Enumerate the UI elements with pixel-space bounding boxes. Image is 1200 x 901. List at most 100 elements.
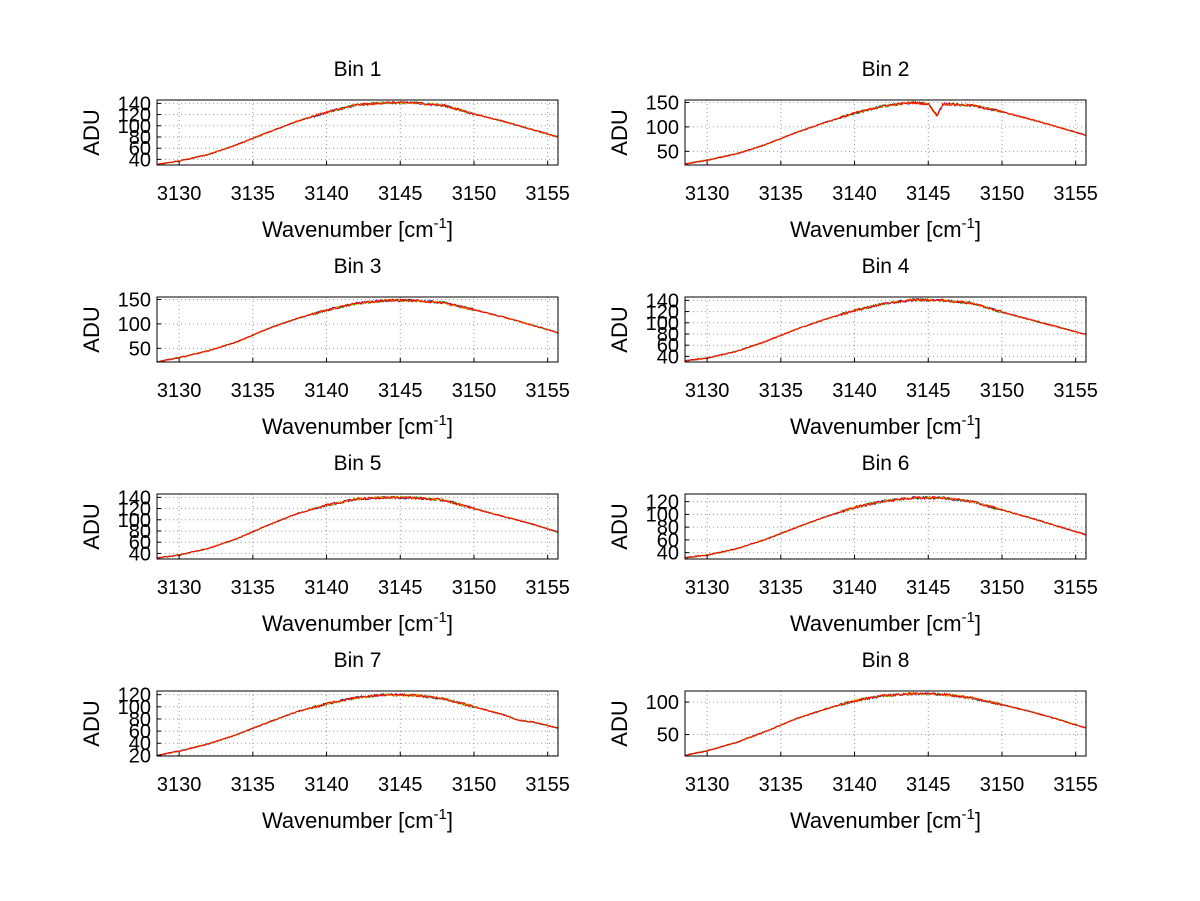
x-tick-label: 3145	[906, 577, 951, 599]
x-tick-label: 3140	[304, 183, 349, 205]
y-tick-label: 100	[118, 510, 151, 532]
x-tick-label: 3150	[452, 183, 497, 205]
x-tick-label: 3145	[378, 577, 423, 599]
y-tick-label: 100	[646, 692, 679, 714]
y-tick-label: 80	[129, 127, 151, 149]
y-tick-label: 80	[129, 709, 151, 731]
y-tick-label: 50	[657, 141, 679, 163]
series-line	[156, 495, 559, 559]
series-line	[156, 495, 559, 559]
subplot-bin-4: Bin 4 3130 3135 3140 3145 3150 3155 40608010012…	[607, 255, 1098, 439]
y-tick-label: 60	[129, 532, 151, 554]
axes-frame	[684, 296, 1087, 363]
subplot-title: Bin 2	[862, 58, 910, 81]
axes-frame	[156, 99, 559, 166]
y-tick-label: 140	[118, 487, 151, 509]
x-tick-label: 3130	[685, 577, 730, 599]
y-tick-label: 60	[657, 335, 679, 357]
subplot-title: Bin 1	[334, 58, 382, 81]
y-tick-label: 150	[646, 92, 679, 114]
subplot-title: Bin 8	[862, 649, 910, 672]
x-tick-label: 3130	[157, 577, 202, 599]
x-tick-label: 3130	[685, 183, 730, 205]
y-axis-label: ADU	[79, 109, 104, 155]
subplot-title: Bin 4	[862, 255, 910, 278]
series-line	[684, 100, 1087, 165]
x-tick-label: 3140	[832, 774, 877, 796]
x-tick-label: 3140	[304, 577, 349, 599]
y-tick-label: 80	[129, 521, 151, 543]
y-tick-label: 100	[646, 504, 679, 526]
series-line	[156, 495, 559, 559]
x-tick-label: 3150	[980, 577, 1025, 599]
series-line	[684, 297, 1087, 362]
series-line	[156, 693, 559, 757]
x-tick-label: 3155	[525, 577, 570, 599]
axes-frame	[156, 493, 559, 560]
y-tick-label: 140	[646, 290, 679, 312]
x-tick-label: 3140	[832, 380, 877, 402]
y-tick-label: 40	[129, 543, 151, 565]
series-line	[684, 100, 1086, 165]
x-tick-label: 3135	[759, 183, 804, 205]
subplot-bin-8: Bin 8 3130 3135 3140 3145 3150 3155 50 100 Wavenu…	[607, 649, 1098, 833]
y-axis-label: ADU	[79, 503, 104, 549]
subplot-title: Bin 3	[334, 255, 382, 278]
x-tick-label: 3155	[1053, 380, 1098, 402]
series-line	[157, 100, 559, 166]
x-tick-label: 3145	[378, 380, 423, 402]
x-axis-label: Wavenumber [cm-1]	[262, 215, 453, 242]
axes-frame	[156, 296, 559, 363]
x-tick-label: 3135	[231, 380, 276, 402]
x-tick-label: 3135	[231, 183, 276, 205]
series-line	[685, 101, 1087, 165]
x-axis-label: Wavenumber [cm-1]	[262, 806, 453, 833]
y-tick-label: 60	[657, 530, 679, 552]
y-tick-label: 100	[118, 697, 151, 719]
subplot-bin-7: Bin 7 3130 3135 3140 3145 3150 3155 20406080100…	[79, 649, 570, 833]
y-tick-label: 40	[129, 149, 151, 171]
series-line	[156, 692, 559, 756]
axes-frame	[156, 690, 559, 757]
series-line	[156, 298, 558, 363]
x-tick-label: 3140	[304, 774, 349, 796]
x-tick-label: 3150	[980, 183, 1025, 205]
x-axis-label: Wavenumber [cm-1]	[262, 609, 453, 636]
y-tick-label: 40	[657, 543, 679, 565]
y-tick-label: 50	[657, 725, 679, 747]
series-line	[156, 101, 559, 166]
y-tick-label: 100	[646, 117, 679, 139]
x-axis-label: Wavenumber [cm-1]	[790, 215, 981, 242]
y-tick-label: 80	[657, 324, 679, 346]
x-tick-label: 3145	[378, 774, 423, 796]
x-tick-label: 3150	[980, 774, 1025, 796]
series-line	[156, 692, 559, 756]
y-tick-label: 60	[129, 721, 151, 743]
x-tick-label: 3140	[304, 380, 349, 402]
x-tick-label: 3150	[980, 380, 1025, 402]
x-tick-label: 3155	[525, 183, 570, 205]
x-tick-label: 3155	[1053, 774, 1098, 796]
x-tick-label: 3155	[525, 774, 570, 796]
x-tick-label: 3150	[452, 774, 497, 796]
y-axis-label: ADU	[607, 700, 632, 746]
series-line	[684, 101, 1087, 165]
x-axis-label: Wavenumber [cm-1]	[790, 412, 981, 439]
x-tick-label: 3145	[906, 774, 951, 796]
x-tick-label: 3145	[906, 380, 951, 402]
axes-frame	[684, 99, 1087, 166]
x-tick-label: 3150	[452, 380, 497, 402]
y-tick-label: 20	[129, 745, 151, 767]
y-axis-label: ADU	[79, 306, 104, 352]
y-tick-label: 40	[657, 346, 679, 368]
x-tick-label: 3145	[378, 183, 423, 205]
x-tick-label: 3135	[759, 774, 804, 796]
series-line	[684, 691, 1087, 757]
x-tick-label: 3135	[231, 774, 276, 796]
subplot-title: Bin 5	[334, 452, 382, 475]
y-tick-label: 100	[118, 116, 151, 138]
y-tick-label: 120	[118, 685, 151, 707]
